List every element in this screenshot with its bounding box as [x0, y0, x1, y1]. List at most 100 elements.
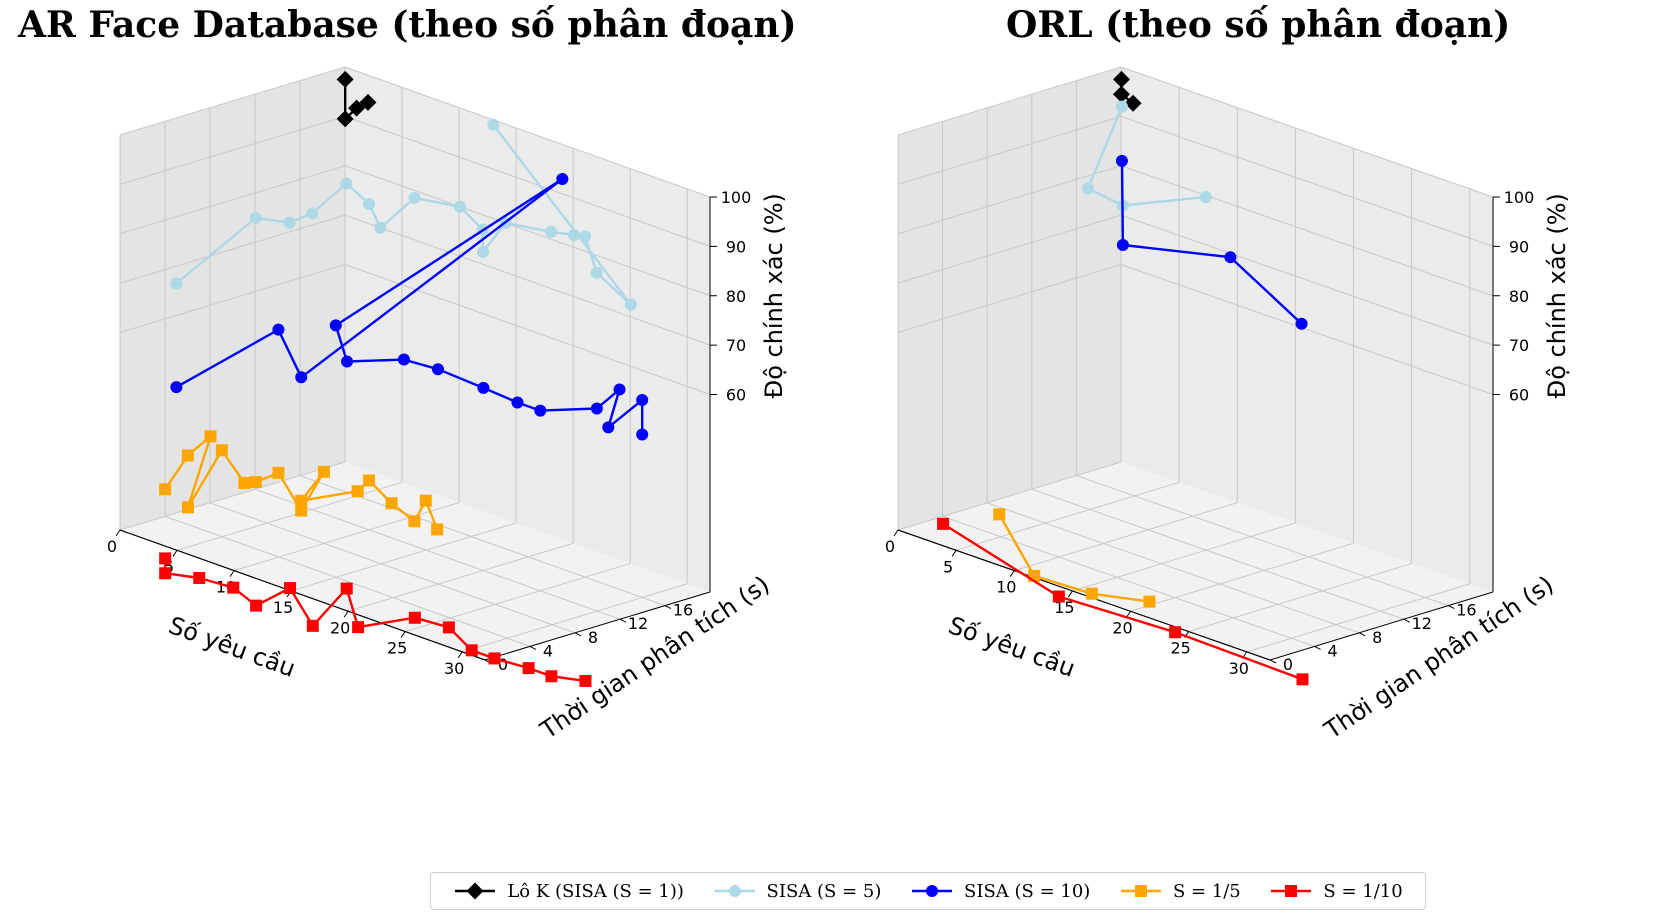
legend-item-sisa-s-5: SISA (S = 5) [713, 880, 882, 902]
legend-label: SISA (S = 5) [766, 880, 882, 902]
data-point [385, 497, 398, 510]
series-s-1-10 [937, 517, 1309, 686]
gridline-y [987, 502, 1360, 634]
data-point [363, 197, 376, 210]
data-point [397, 353, 410, 366]
legend-label: SISA (S = 10) [964, 880, 1091, 902]
data-point [1124, 94, 1142, 112]
x-tick-label: 5 [164, 557, 174, 576]
gridline-z [897, 115, 1122, 185]
gridline-z [897, 214, 1122, 284]
data-point [295, 504, 308, 517]
gridline-x [1130, 542, 1354, 612]
gridline-x [405, 563, 631, 633]
y-tick-mark [1314, 645, 1321, 650]
z-tick-label: 60 [1509, 386, 1529, 405]
data-point [193, 571, 206, 584]
gridline-z [119, 165, 346, 235]
gridline-x [1188, 563, 1412, 633]
data-point [545, 225, 558, 238]
x-axis-label: Số yêu cầu [945, 611, 1079, 683]
gridline-z [1120, 165, 1494, 297]
data-point [359, 93, 377, 111]
legend-swatch [714, 885, 755, 897]
y-tick-mark [1448, 605, 1455, 610]
data-point [636, 428, 649, 441]
data-point [937, 517, 950, 530]
series-line [175, 177, 644, 435]
gridline-x [119, 461, 346, 531]
z-axis-label: Độ chính xác (%) [760, 193, 788, 398]
y-axis-line [484, 591, 711, 661]
x-tick-label: 5 [943, 557, 953, 576]
series-line [1120, 160, 1303, 325]
data-point [250, 599, 263, 612]
y-axis-line [1269, 591, 1494, 661]
data-point [283, 216, 296, 229]
x-tick-mark [229, 570, 235, 577]
data-point [567, 228, 580, 241]
gridline-x [233, 502, 460, 572]
z-tick-label: 90 [1509, 237, 1529, 256]
gridline-y [942, 515, 1315, 647]
x-axis-line [897, 529, 1271, 661]
data-point [306, 619, 319, 632]
y-tick-mark [1269, 659, 1277, 664]
gridline-z [1120, 264, 1494, 395]
gridlines [119, 66, 711, 661]
data-point [408, 515, 421, 528]
x-axis-label: Số yêu cầu [165, 611, 299, 683]
data-point [363, 474, 376, 487]
legend-swatch [455, 882, 496, 900]
legend-item-sisa-s-10: SISA (S = 10) [910, 881, 1090, 902]
y-tick-label: 8 [1372, 628, 1382, 647]
data-point [272, 323, 285, 336]
x-tick-mark [172, 550, 178, 557]
data-point [249, 476, 262, 489]
data-point [590, 266, 603, 279]
legend-item-s-1-5: S = 1/5 [1119, 881, 1241, 902]
y-tick-mark [529, 645, 537, 650]
gridline-z [119, 66, 346, 136]
data-point [1296, 673, 1309, 686]
gridline-y [254, 488, 621, 620]
data-point [348, 99, 366, 117]
gridline-z [344, 214, 711, 346]
gridline-z [1120, 66, 1494, 198]
x-tick-mark [400, 631, 406, 638]
axis-lines [119, 197, 711, 661]
data-point [408, 611, 421, 624]
x-tick-label: 20 [1112, 618, 1132, 637]
gridline-z [344, 115, 711, 247]
data-point [352, 621, 365, 634]
y-tick-label: 12 [628, 614, 648, 633]
gridline-z [897, 66, 1122, 136]
data-point [442, 621, 455, 634]
gridline-z [119, 264, 346, 333]
data-point [1143, 595, 1156, 608]
gridline-z [344, 165, 711, 297]
gridline-x [462, 583, 688, 653]
y-tick-mark [1403, 618, 1411, 623]
data-point [1224, 251, 1237, 264]
data-point [419, 494, 432, 507]
gridline-x [955, 481, 1180, 551]
data-point [488, 652, 501, 665]
gridline-z [897, 264, 1122, 333]
data-point [1115, 154, 1128, 167]
series-line [163, 558, 586, 683]
data-point [613, 383, 626, 396]
floor-pane [898, 462, 1493, 660]
x-tick-mark [893, 529, 899, 537]
series-line [942, 522, 1303, 681]
legend-swatch [912, 885, 952, 897]
data-point [1295, 317, 1308, 330]
y-tick-mark [1358, 632, 1366, 637]
z-axis-label: Độ chính xác (%) [1543, 193, 1571, 398]
data-point [341, 355, 354, 368]
data-point [340, 177, 353, 190]
gridline-y [164, 515, 531, 647]
y-tick-label: 4 [543, 641, 553, 660]
z-tick-label: 90 [726, 237, 746, 256]
data-point [579, 230, 592, 243]
